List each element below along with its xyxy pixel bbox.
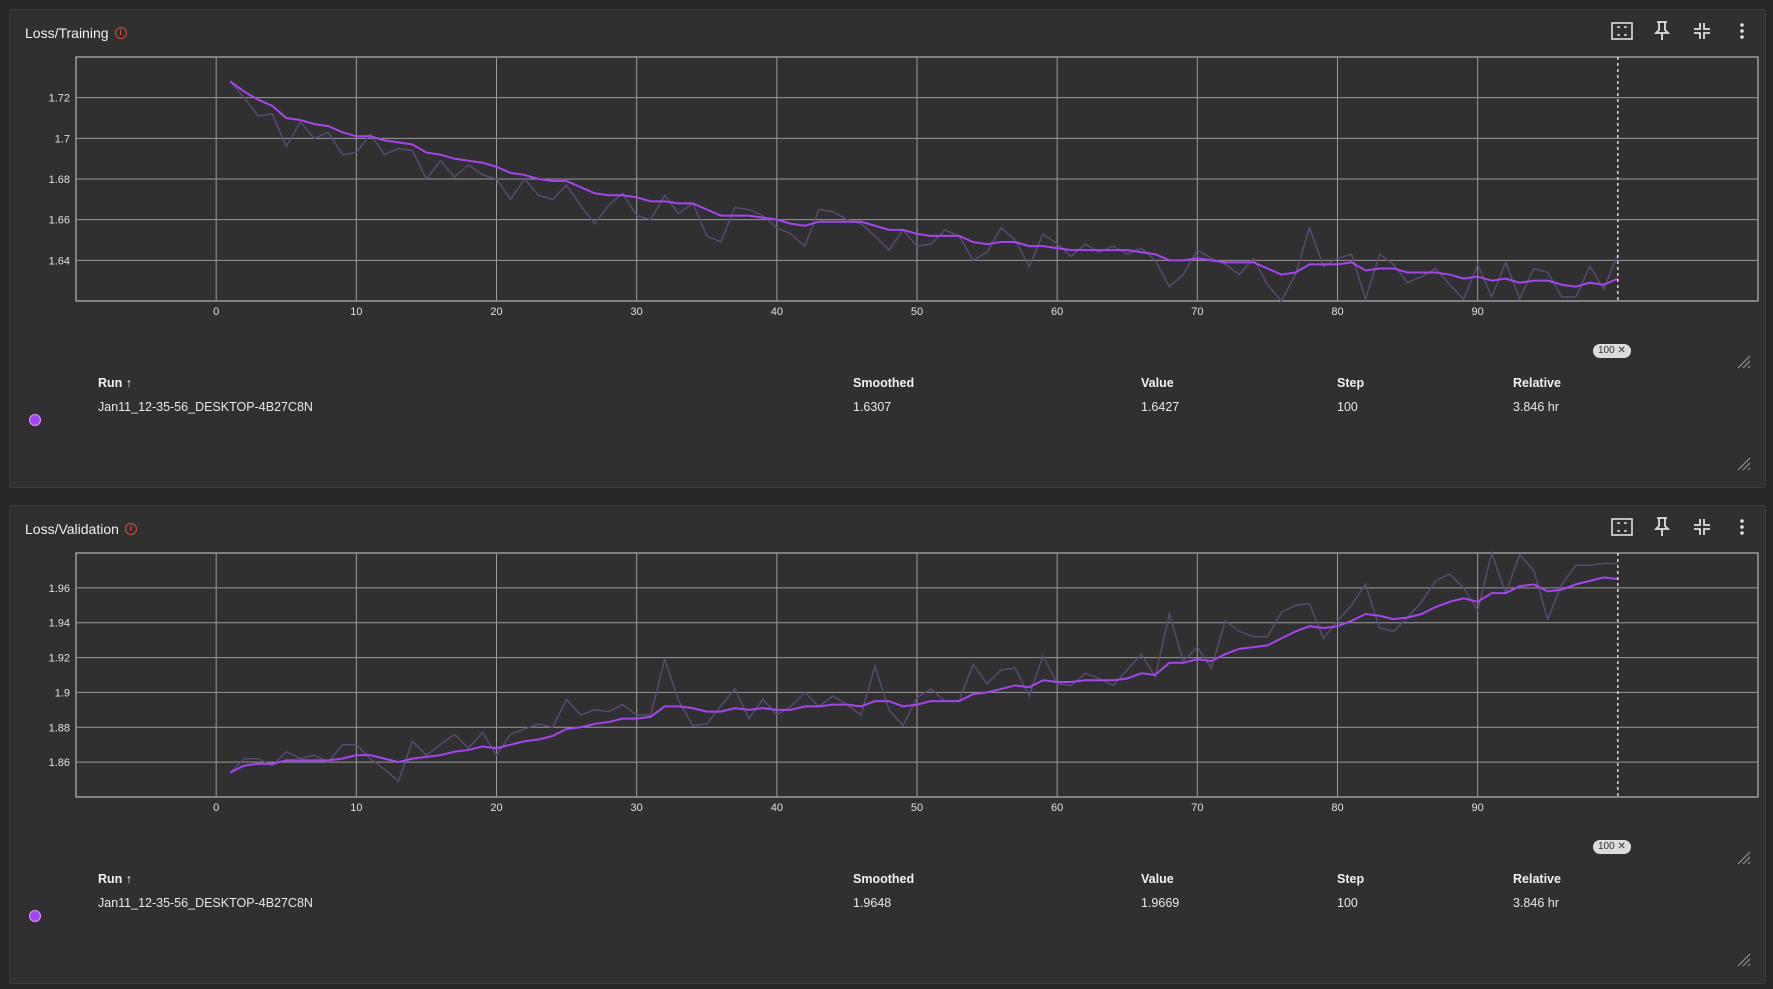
legend-header-value: Value	[1141, 376, 1174, 390]
fit-domain-icon	[1611, 518, 1633, 536]
collapse-button[interactable]	[1691, 20, 1713, 42]
more-options-button[interactable]	[1731, 20, 1753, 42]
x-tick-label: 40	[771, 802, 783, 814]
step-marker-value: 100	[1598, 841, 1615, 852]
pin-button[interactable]	[1651, 20, 1673, 42]
series-line-smoothed	[229, 576, 1618, 774]
x-tick-label: 60	[1051, 306, 1063, 318]
chart-card-validation: Loss/Validation i 0 10 20 30 40 50 60 70 80 90 1.8…	[9, 505, 1766, 984]
run-color-dot[interactable]	[29, 414, 41, 426]
legend-header-step: Step	[1337, 376, 1365, 390]
step-marker-pill[interactable]: 100 ✕	[1593, 840, 1631, 854]
x-tick-label: 70	[1191, 802, 1203, 814]
chart-resize-handle-icon[interactable]	[1737, 355, 1751, 369]
legend-header-smoothed: Smoothed	[853, 872, 915, 886]
info-icon[interactable]: i	[114, 27, 127, 39]
collapse-icon	[1694, 23, 1710, 39]
legend-header-relative: Relative	[1513, 376, 1561, 390]
legend-smoothed-value: 1.9648	[853, 896, 892, 910]
x-tick-label: 50	[911, 802, 923, 814]
x-tick-label: 90	[1472, 802, 1484, 814]
pin-icon	[1654, 21, 1670, 40]
y-tick-label: 1.86	[49, 757, 70, 769]
y-tick-label: 1.94	[49, 618, 70, 630]
legend-header-run[interactable]: Run ↑	[98, 872, 133, 886]
line-chart-validation[interactable]: 0 10 20 30 40 50 60 70 80 90 1.86 1.88 1.9 1.92 1.94 1.…	[10, 506, 1767, 985]
x-tick-label: 50	[911, 306, 923, 318]
legend-header-value: Value	[1141, 872, 1174, 886]
x-tick-label: 20	[490, 306, 502, 318]
more-vert-icon	[1740, 23, 1744, 39]
legend-step: 100	[1337, 400, 1358, 414]
chart-resize-handle-icon[interactable]	[1737, 851, 1751, 865]
card-resize-handle-icon[interactable]	[1737, 953, 1751, 967]
series-line-smoothed	[229, 80, 1619, 288]
card-title-text: Loss/Training	[25, 25, 109, 41]
x-tick-label: 30	[631, 306, 643, 318]
legend-relative: 3.846 hr	[1513, 896, 1559, 910]
legend-value: 1.6427	[1141, 400, 1180, 414]
x-tick-label: 40	[771, 306, 783, 318]
legend-run-name: Jan11_12-35-56_DESKTOP-4B27C8N	[98, 896, 313, 910]
legend-header-step: Step	[1337, 872, 1365, 886]
fit-domain-icon	[1611, 22, 1633, 40]
card-toolbar	[1611, 20, 1753, 42]
y-tick-label: 1.9	[55, 687, 70, 699]
y-tick-label: 1.66	[49, 215, 70, 227]
y-tick-label: 1.92	[49, 653, 70, 665]
fit-domain-button[interactable]	[1611, 20, 1633, 42]
x-tick-label: 80	[1331, 802, 1343, 814]
step-marker-value: 100	[1598, 345, 1615, 356]
y-tick-label: 1.88	[49, 722, 70, 734]
more-vert-icon	[1740, 519, 1744, 535]
y-tick-label: 1.7	[55, 133, 70, 145]
legend-value: 1.9669	[1141, 896, 1180, 910]
info-icon[interactable]: i	[124, 523, 137, 535]
more-options-button[interactable]	[1731, 516, 1753, 538]
line-chart-training[interactable]: 0 10 20 30 40 50 60 70 80 90 1.64 1.66 1.68 1.7 1.72	[10, 10, 1767, 489]
legend-relative: 3.846 hr	[1513, 400, 1559, 414]
card-title: Loss/Training i	[25, 25, 127, 41]
y-tick-label: 1.68	[49, 174, 70, 186]
pin-button[interactable]	[1651, 516, 1673, 538]
pin-icon	[1654, 517, 1670, 536]
legend-header-run[interactable]: Run ↑	[98, 376, 133, 390]
series-line-raw	[229, 550, 1618, 783]
legend-smoothed-value: 1.6307	[853, 400, 892, 414]
legend-step: 100	[1337, 896, 1358, 910]
x-tick-label: 90	[1472, 306, 1484, 318]
card-title: Loss/Validation i	[25, 521, 137, 537]
x-tick-label: 70	[1191, 306, 1203, 318]
fit-domain-button[interactable]	[1611, 516, 1633, 538]
step-marker-pill[interactable]: 100 ✕	[1593, 344, 1631, 358]
card-resize-handle-icon[interactable]	[1737, 457, 1751, 471]
y-tick-label: 1.64	[49, 255, 70, 267]
x-tick-label: 0	[213, 306, 219, 318]
x-tick-label: 60	[1051, 802, 1063, 814]
card-title-text: Loss/Validation	[25, 521, 119, 537]
x-tick-label: 30	[631, 802, 643, 814]
x-tick-label: 10	[350, 802, 362, 814]
chart-card-training: Loss/Training i 0 10 20 30 40 50 60 70 80 90 1.64 1…	[9, 9, 1766, 488]
legend-run-name: Jan11_12-35-56_DESKTOP-4B27C8N	[98, 400, 313, 414]
collapse-button[interactable]	[1691, 516, 1713, 538]
y-tick-label: 1.72	[49, 93, 70, 105]
legend-header-relative: Relative	[1513, 872, 1561, 886]
y-tick-label: 1.96	[49, 583, 70, 595]
x-tick-label: 0	[213, 802, 219, 814]
x-tick-label: 20	[490, 802, 502, 814]
collapse-icon	[1694, 519, 1710, 535]
legend-header-smoothed: Smoothed	[853, 376, 915, 390]
x-tick-label: 80	[1331, 306, 1343, 318]
run-color-dot[interactable]	[29, 910, 41, 922]
x-tick-label: 10	[350, 306, 362, 318]
card-toolbar	[1611, 516, 1753, 538]
series-line-raw	[229, 80, 1619, 303]
